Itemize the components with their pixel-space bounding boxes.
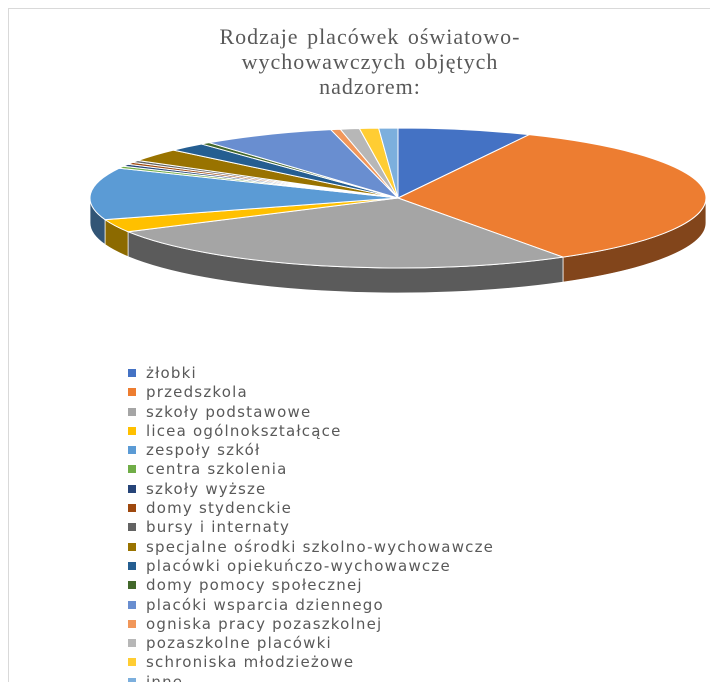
- legend-item: pozaszkolne placówki: [128, 634, 494, 653]
- legend-label: ogniska pracy pozaszkolnej: [146, 614, 383, 633]
- pie-slice: [89, 167, 399, 221]
- legend-swatch: [128, 407, 136, 416]
- legend-item: inne: [128, 673, 494, 682]
- legend-label: schroniska młodzieżowe: [146, 653, 355, 672]
- legend-swatch: [128, 600, 136, 609]
- pie-tops: [89, 127, 707, 269]
- legend-item: bursy i internaty: [128, 518, 494, 537]
- legend-label: szkoły podstawowe: [146, 402, 312, 421]
- legend-swatch: [128, 523, 136, 532]
- pie-slice: [397, 127, 531, 199]
- legend-item: domy pomocy społecznej: [128, 576, 494, 595]
- legend-swatch: [128, 484, 136, 493]
- legend-item: centra szkolenia: [128, 460, 494, 479]
- pie-chart: [89, 127, 707, 294]
- legend-swatch: [128, 658, 136, 667]
- chart-title: Rodzaje placówek oświatowo-wychowawczych…: [219, 24, 521, 99]
- pie-slice: [396, 134, 707, 258]
- legend-swatch: [128, 639, 136, 648]
- legend-swatch: [128, 561, 136, 570]
- legend-label: domy stydenckie: [146, 499, 293, 518]
- legend-item: żłobki: [128, 364, 494, 383]
- legend-label: licea ogólnokształcące: [146, 421, 342, 440]
- legend-item: placóki wsparcia dziennego: [128, 596, 494, 615]
- legend-label: pozaszkolne placówki: [146, 634, 332, 653]
- chart-frame: [8, 8, 710, 682]
- legend-label: żłobki: [146, 364, 197, 382]
- legend-item: specjalne ośrodki szkolno-wychowawcze: [128, 538, 494, 557]
- legend-swatch: [128, 446, 136, 455]
- legend-swatch: [128, 581, 136, 590]
- legend-label: placóki wsparcia dziennego: [146, 595, 384, 614]
- legend-swatch: [128, 504, 136, 513]
- legend: żłobki przedszkola szkoły podstawowe licea …: [128, 364, 494, 682]
- legend-label: szkoły wyższe: [146, 479, 267, 498]
- legend-item: licea ogólnokształcące: [128, 422, 494, 441]
- legend-item: placówki opiekuńczo-wychowawcze: [128, 557, 494, 576]
- legend-item: szkoły podstawowe: [128, 403, 494, 422]
- pie-slice: [209, 129, 400, 200]
- legend-swatch: [128, 677, 136, 682]
- legend-item: ogniska pracy pozaszkolnej: [128, 615, 494, 634]
- legend-label: zespoły szkół: [146, 441, 261, 460]
- legend-item: schroniska młodzieżowe: [128, 653, 494, 672]
- legend-swatch: [128, 426, 136, 435]
- legend-label: bursy i internaty: [146, 518, 291, 537]
- legend-swatch: [128, 542, 136, 551]
- pie-slice: [378, 127, 399, 199]
- legend-label: centra szkolenia: [146, 460, 288, 479]
- legend-swatch: [128, 465, 136, 474]
- legend-item: szkoły wyższe: [128, 480, 494, 499]
- legend-swatch: [128, 619, 136, 628]
- legend-label: domy pomocy społecznej: [146, 576, 363, 595]
- legend-swatch: [128, 388, 136, 397]
- legend-label: specjalne ośrodki szkolno-wychowawcze: [146, 537, 495, 556]
- legend-label: inne: [146, 672, 184, 682]
- legend-item: domy stydenckie: [128, 499, 494, 518]
- legend-label: przedszkola: [146, 383, 248, 402]
- legend-item: zespoły szkół: [128, 441, 494, 460]
- legend-swatch: [128, 369, 136, 377]
- pie-slice: [126, 197, 564, 269]
- legend-label: placówki opiekuńczo-wychowawcze: [146, 556, 451, 575]
- legend-item: przedszkola: [128, 383, 494, 402]
